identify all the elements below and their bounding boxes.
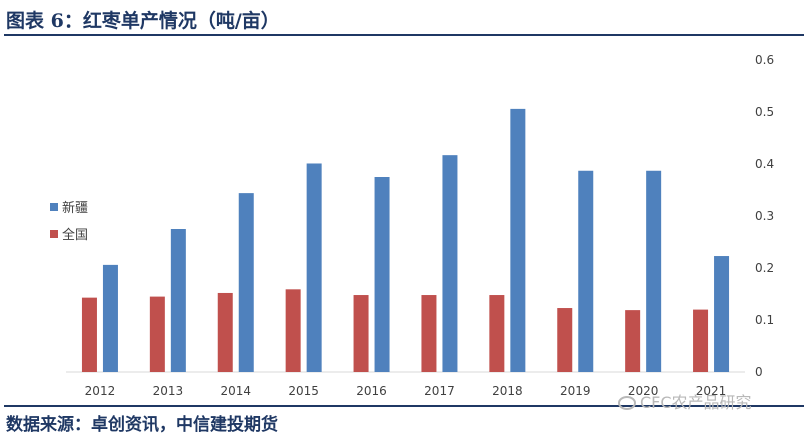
x-tick-label: 2019 [560, 384, 591, 398]
bar-xinjiang [238, 193, 254, 372]
bar-xinjiang [306, 163, 322, 372]
bar-national [353, 295, 369, 372]
y-tick-label: 0.4 [755, 157, 774, 171]
bar-national [625, 310, 641, 372]
bar-xinjiang [578, 170, 594, 372]
legend-label: 全国 [62, 227, 88, 243]
bar-xinjiang [442, 155, 458, 372]
bar-national [557, 308, 573, 372]
y-tick-label: 0.1 [755, 313, 774, 327]
bar-xinjiang [102, 264, 118, 372]
x-tick-label: 2014 [220, 384, 251, 398]
bar-national [149, 296, 165, 372]
watermark-text: CFC农产品研究 [640, 393, 752, 412]
bar-xinjiang [714, 256, 730, 372]
y-tick-label: 0.5 [755, 105, 774, 119]
y-tick-label: 0.6 [755, 53, 774, 67]
x-tick-label: 2015 [288, 384, 319, 398]
x-tick-label: 2016 [356, 384, 387, 398]
y-tick-label: 0 [755, 365, 763, 379]
x-tick-label: 2021 [696, 384, 727, 398]
x-tick-label: 2013 [153, 384, 184, 398]
y-tick-label: 0.3 [755, 209, 774, 223]
bar-national [81, 297, 97, 372]
bar-national [421, 295, 437, 372]
title-rule [4, 34, 804, 36]
legend-label: 新疆 [62, 200, 88, 216]
bar-national [217, 292, 233, 372]
bar-xinjiang [510, 108, 526, 372]
bar-national [693, 309, 709, 372]
figure-title: 图表 6：红枣单产情况（吨/亩） [6, 10, 280, 32]
x-tick-label: 2017 [424, 384, 455, 398]
bar-xinjiang [170, 229, 186, 372]
wechat-icon [618, 396, 636, 410]
legend-swatch [50, 230, 58, 238]
source-rule [4, 405, 804, 407]
bar-xinjiang [374, 177, 390, 372]
bar-national [285, 289, 301, 372]
watermark: CFC农产品研究 [618, 389, 752, 413]
source-note: 数据来源：卓创资讯，中信建投期货 [6, 415, 278, 435]
bar-national [489, 295, 505, 372]
x-tick-label: 2020 [628, 384, 659, 398]
bar-xinjiang [646, 170, 662, 372]
legend-swatch [50, 203, 58, 211]
axis-layer: 0 0.1 0.2 0.3 0.4 0.5 0.6 2012 2013 2014 2015 2016 2… [66, 53, 774, 398]
bars-layer [81, 108, 730, 372]
y-tick-label: 0.2 [755, 261, 774, 275]
x-tick-label: 2018 [492, 384, 523, 398]
x-tick-label: 2012 [85, 384, 116, 398]
